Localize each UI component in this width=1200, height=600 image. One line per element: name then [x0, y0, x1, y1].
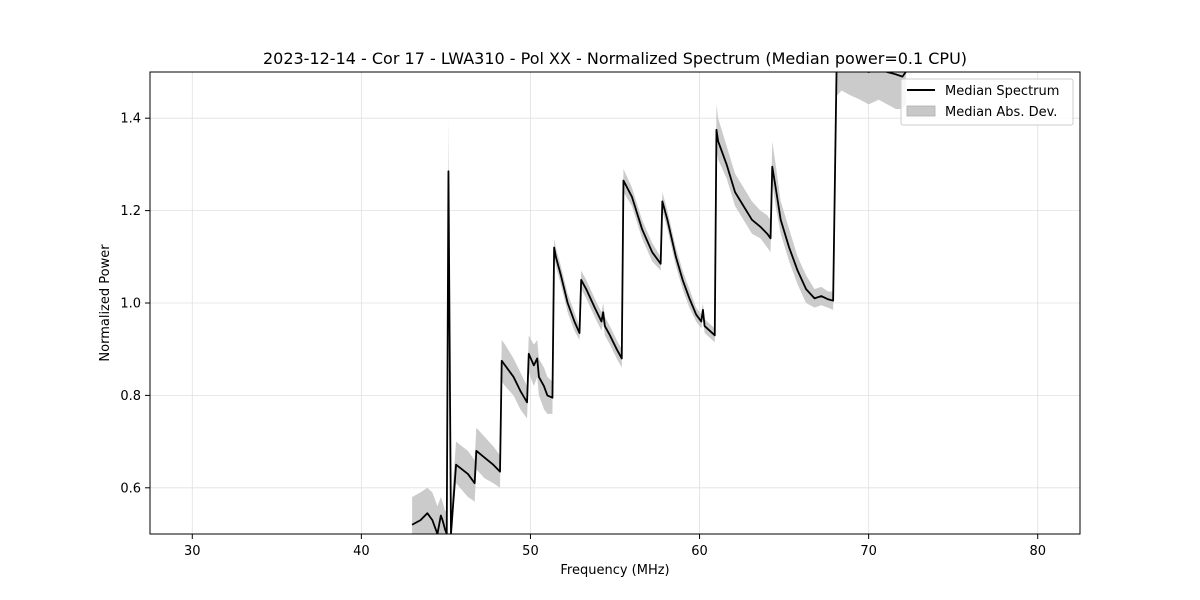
legend: Median Spectrum Median Abs. Dev.	[900, 78, 1074, 126]
median-abs-dev-band	[412, 72, 906, 534]
x-tick-label: 60	[691, 544, 708, 559]
x-tick-label: 70	[860, 544, 877, 559]
y-tick-label: 1.4	[120, 112, 141, 127]
legend-label-median-abs-dev: Median Abs. Dev.	[945, 105, 1057, 120]
y-tick-label: 0.8	[120, 389, 141, 404]
y-axis-title: Normalized Power	[98, 244, 113, 362]
legend-label-median-spectrum: Median Spectrum	[945, 84, 1059, 99]
x-axis-title: Frequency (MHz)	[560, 563, 669, 578]
x-tick-label: 50	[522, 544, 539, 559]
median-spectrum-line	[411, 72, 907, 534]
legend-swatch-median-abs-dev	[906, 105, 936, 117]
y-tick-label: 1.0	[120, 297, 141, 312]
x-tick-label: 40	[353, 544, 370, 559]
y-tick-label: 0.6	[120, 481, 141, 496]
grid	[150, 72, 1080, 534]
chart-title: 2023-12-14 - Cor 17 - LWA310 - Pol XX - …	[263, 49, 967, 68]
data-layer	[411, 72, 907, 534]
y-tick-label: 1.2	[120, 204, 141, 219]
legend-box	[900, 78, 1074, 126]
x-tick-label: 30	[184, 544, 201, 559]
y-axis: 0.6 0.8 1.0 1.2 1.4	[120, 112, 150, 496]
x-axis: 30 40 50 60 70 80	[184, 534, 1046, 559]
x-tick-label: 80	[1029, 544, 1046, 559]
